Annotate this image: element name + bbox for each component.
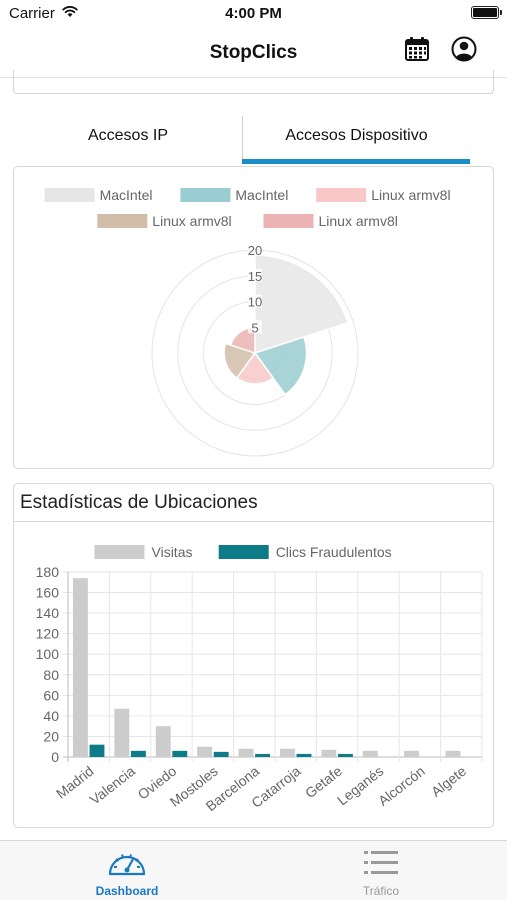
y-tick-label: 20	[43, 728, 59, 744]
polar-tick-label: 5	[251, 320, 258, 335]
bar	[279, 748, 295, 757]
legend-swatch	[218, 545, 269, 559]
y-tick-label: 140	[36, 605, 60, 621]
bar	[197, 746, 213, 757]
x-tick-label: Valencia	[87, 763, 139, 808]
polar-tick-label: 15	[248, 269, 262, 284]
y-tick-label: 80	[43, 667, 59, 683]
y-tick-label: 60	[43, 687, 59, 703]
bar	[155, 726, 171, 757]
battery-level-fill	[473, 8, 497, 17]
legend-label: MacIntel	[235, 187, 288, 203]
y-tick-label: 40	[43, 708, 59, 724]
legend-swatch	[44, 188, 95, 202]
active-tab-indicator	[242, 159, 470, 164]
bar	[72, 578, 88, 757]
bar	[130, 750, 146, 757]
polar-slice	[254, 254, 350, 355]
bar	[445, 750, 461, 757]
status-time: 4:00 PM	[225, 5, 282, 22]
polar-tick-bg	[248, 268, 262, 282]
card-header: Estadísticas de Ubicaciones	[14, 484, 493, 522]
legend-label: Linux armv8l	[152, 213, 231, 229]
wifi-icon	[61, 4, 79, 23]
list-icon	[361, 851, 401, 881]
polar-tick-bg	[248, 243, 262, 256]
bar	[238, 748, 254, 757]
top-card	[13, 70, 494, 94]
legend-label: Linux armv8l	[319, 213, 398, 229]
polar-tick-bg	[248, 294, 262, 308]
bottom-tab-bar: Dashboard Tráfico	[0, 840, 507, 900]
carrier-label: Carrier	[9, 5, 55, 22]
polar-tick-bg	[248, 320, 262, 334]
locations-card: Estadísticas de Ubicaciones Visitas Clics…	[13, 483, 494, 828]
tab-dashboard-label: Dashboard	[95, 884, 159, 898]
bar	[255, 753, 271, 757]
y-tick-label: 0	[51, 749, 59, 765]
x-tick-label: Algete	[428, 763, 469, 800]
speedometer-icon	[107, 854, 147, 881]
status-bar: Carrier 4:00 PM	[0, 0, 507, 28]
bar	[172, 750, 188, 757]
tab-trafico[interactable]: Tráfico	[316, 849, 446, 898]
bar	[213, 751, 229, 757]
legend-label: MacIntel	[100, 187, 153, 203]
locations-bar-chart: Visitas Clics Fraudulentos 0 20 40 60 80 100 120…	[36, 544, 483, 814]
user-profile-icon[interactable]	[451, 36, 477, 62]
card-title: Estadísticas de Ubicaciones	[20, 492, 258, 513]
polar-tick-label: 20	[248, 243, 262, 258]
legend-swatch	[97, 214, 148, 228]
bar	[114, 708, 130, 757]
bar	[404, 750, 420, 757]
segment-tabs: Accesos IP Accesos Dispositivo	[14, 116, 470, 164]
legend-swatch	[180, 188, 231, 202]
tab-accesos-dispositivo[interactable]: Accesos Dispositivo	[242, 116, 470, 164]
tab-accesos-ip[interactable]: Accesos IP	[87, 127, 169, 144]
legend-swatch	[316, 188, 367, 202]
polar-tick-label: 10	[248, 295, 262, 310]
legend-label: Visitas	[152, 544, 193, 560]
y-tick-label: 100	[36, 646, 60, 662]
calendar-icon[interactable]	[404, 36, 430, 62]
bar	[296, 753, 312, 757]
legend-swatch	[94, 545, 145, 559]
bar	[321, 749, 337, 757]
nav-bar: StopClics	[0, 28, 507, 78]
legend-label: Linux armv8l	[371, 187, 450, 203]
tab-trafico-label: Tráfico	[362, 884, 400, 898]
battery-icon	[471, 6, 502, 19]
legend-swatch	[263, 214, 314, 228]
bar	[337, 753, 353, 757]
y-tick-label: 120	[36, 626, 60, 642]
legend-label: Clics Fraudulentos	[276, 544, 392, 560]
polar-slice	[253, 336, 308, 396]
x-tick-label: Alcorcón	[375, 763, 428, 809]
bar	[89, 744, 105, 757]
tab-dashboard[interactable]: Dashboard	[62, 849, 192, 898]
bar	[362, 750, 378, 757]
polar-chart-card: MacIntel MacIntel Linux armv8l Linux armv8l…	[13, 166, 494, 469]
page-title: StopClics	[209, 42, 298, 63]
y-tick-label: 180	[36, 564, 60, 580]
polar-slice	[223, 342, 257, 380]
y-tick-label: 160	[36, 585, 60, 601]
